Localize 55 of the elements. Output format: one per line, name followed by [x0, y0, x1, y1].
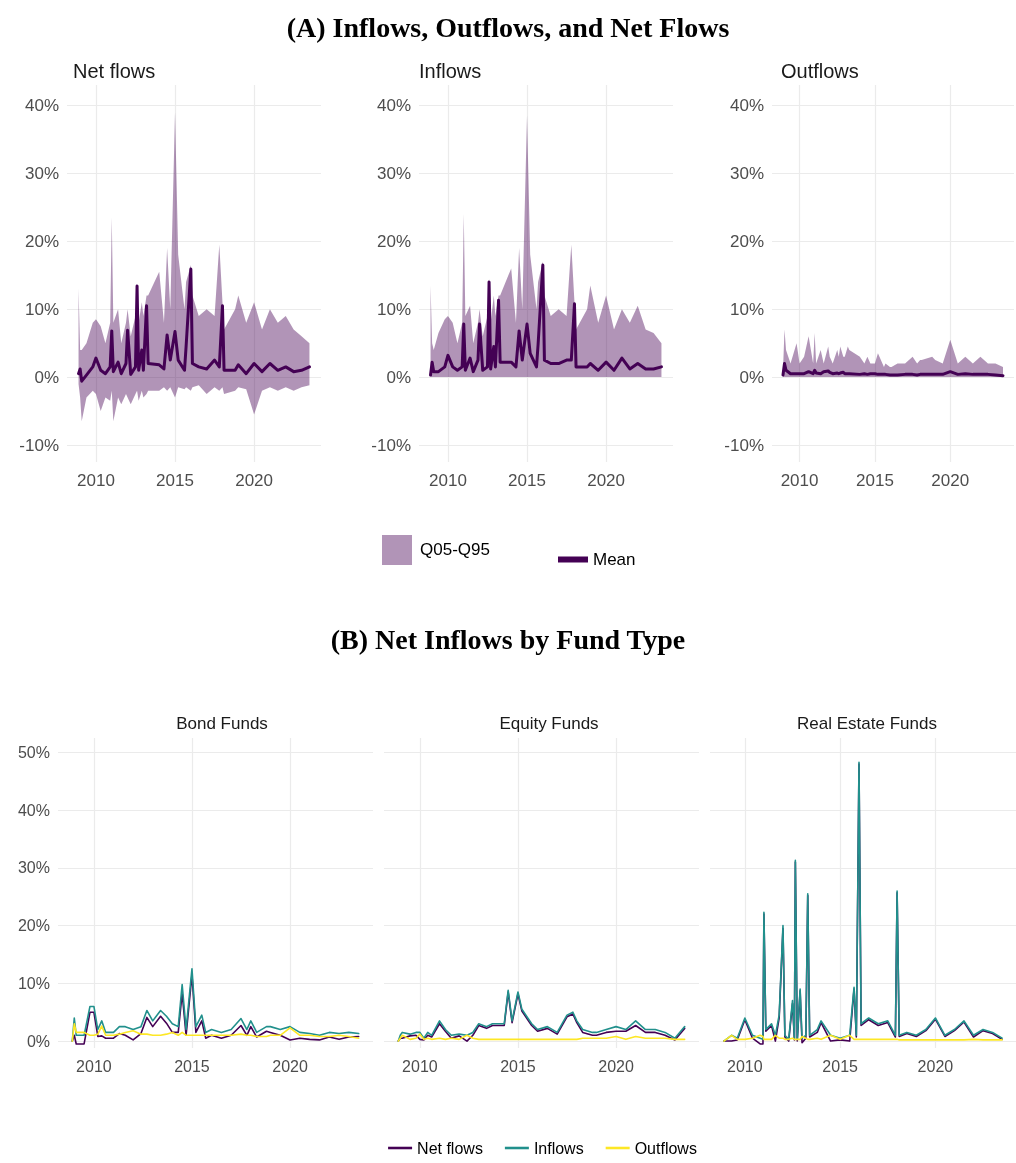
legend-label: Inflows [533, 1139, 584, 1157]
x-tick-label: 2020 [917, 1057, 954, 1075]
x-tick-label: 2015 [174, 1057, 210, 1075]
x-tick-label: 2020 [587, 471, 626, 490]
y-tick-label: 20% [729, 231, 764, 251]
y-tick-label: 0% [34, 367, 59, 387]
x-tick-label: 2010 [402, 1057, 438, 1075]
y-tick-label: 10% [376, 299, 411, 319]
x-tick-label: 2015 [508, 471, 546, 490]
legend-label: Net flows [417, 1139, 483, 1157]
chart-title: Equity Funds [499, 714, 599, 733]
text: Q05-Q95 [420, 540, 490, 560]
y-tick-label: 40% [17, 801, 50, 819]
x-tick-label: 2010 [76, 1057, 112, 1075]
x-tick-label: 2015 [156, 471, 194, 490]
y-tick-label: 0% [386, 367, 411, 387]
y-tick-label: 30% [17, 859, 50, 877]
x-tick-label: 2010 [429, 471, 467, 490]
x-tick-label: 2020 [235, 471, 274, 490]
chart-title: Bond Funds [176, 714, 268, 733]
y-tick-label: 10% [24, 299, 59, 319]
y-tick-label: 40% [24, 95, 59, 115]
x-tick-label: 2015 [822, 1057, 859, 1075]
y-tick-label: 20% [17, 917, 50, 935]
legend-label: Mean [593, 550, 636, 569]
x-tick-label: 2010 [727, 1057, 763, 1075]
y-tick-label: 30% [729, 163, 764, 183]
x-tick-label: 2015 [856, 471, 894, 490]
x-tick-label: 2020 [598, 1057, 634, 1075]
y-tick-label: 30% [376, 163, 411, 183]
x-tick-label: 2015 [500, 1057, 536, 1075]
y-tick-label: 0% [26, 1032, 50, 1050]
y-tick-label: 30% [24, 163, 59, 183]
x-tick-label: 2020 [931, 471, 970, 490]
text: (B) Net Inflows by Fund Type [329, 624, 687, 656]
y-tick-label: -10% [371, 435, 411, 455]
chart-title: Outflows [781, 60, 859, 82]
y-tick-label: 50% [17, 743, 50, 761]
chart-title: Net flows [73, 60, 156, 82]
y-tick-label: 40% [376, 95, 411, 115]
y-tick-label: 10% [17, 974, 50, 992]
x-tick-label: 2020 [272, 1057, 308, 1075]
y-tick-label: -10% [19, 435, 59, 455]
legend-label: Outflows [634, 1139, 697, 1157]
text: (A) Inflows, Outflows, and Net Flows [285, 12, 731, 44]
y-tick-label: -10% [724, 435, 764, 455]
y-tick-label: 10% [729, 299, 764, 319]
chart-title: Real Estate Funds [797, 714, 937, 733]
x-tick-label: 2010 [77, 471, 115, 490]
x-tick-label: 2010 [780, 471, 819, 490]
y-tick-label: 40% [729, 95, 764, 115]
y-tick-label: 0% [739, 367, 764, 387]
y-tick-label: 20% [376, 231, 411, 251]
y-tick-label: 20% [24, 231, 59, 251]
chart-title: Inflows [419, 60, 482, 82]
